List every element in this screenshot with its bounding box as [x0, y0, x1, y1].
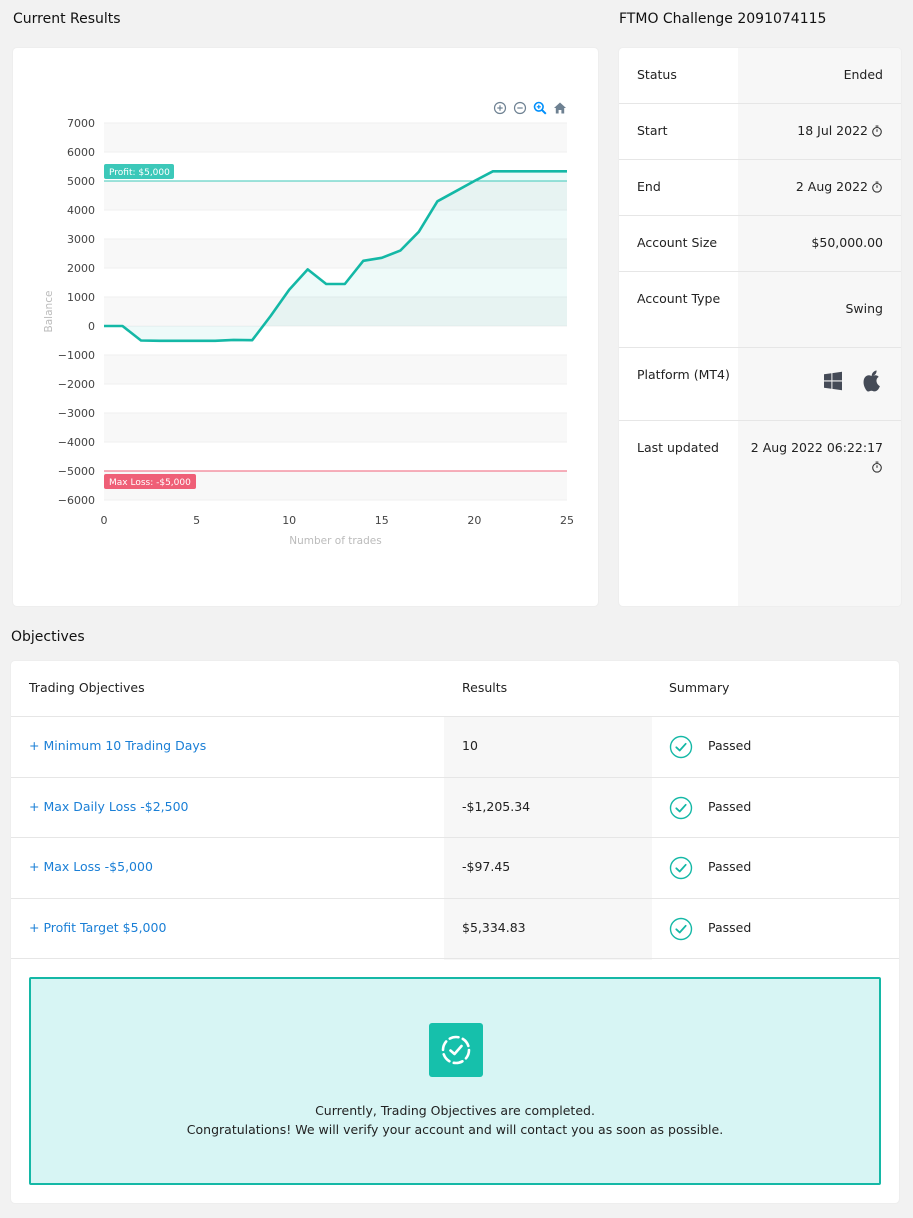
y-tick-label: 0	[88, 320, 95, 333]
y-tick-label: −2000	[58, 378, 95, 391]
grid-band	[104, 355, 567, 384]
success-line-1: Currently, Trading Objectives are comple…	[315, 1103, 595, 1118]
last-updated-value: 2 Aug 2022 06:22:17	[750, 440, 883, 455]
windows-icon[interactable]	[823, 371, 843, 391]
balance-area	[104, 171, 567, 341]
info-row-last-updated: Last updated 2 Aug 2022 06:22:17	[619, 421, 901, 606]
x-tick-label: 0	[101, 514, 108, 527]
objective-row-max-daily-loss: + Max Daily Loss -$2,500 -$1,205.34 Pass…	[11, 777, 899, 838]
objective-link[interactable]: + Minimum 10 Trading Days	[29, 738, 207, 753]
objective-summary: Passed	[708, 859, 752, 874]
info-label: Last updated	[637, 440, 719, 455]
balance-line	[104, 170, 567, 343]
zoom-in-icon[interactable]	[491, 100, 509, 116]
objective-link[interactable]: + Max Daily Loss -$2,500	[29, 799, 189, 814]
start-value: 18 Jul 2022	[797, 123, 868, 138]
objective-result: -$97.45	[462, 859, 511, 874]
header-summary: Summary	[669, 680, 730, 695]
y-tick-label: 5000	[67, 175, 95, 188]
grid-band	[104, 123, 567, 152]
challenge-info-card: Status Ended Start 18 Jul 2022 End 2 Aug…	[619, 48, 901, 606]
chart-toolbar	[491, 100, 569, 116]
y-tick-label: 3000	[67, 233, 95, 246]
objective-summary: Passed	[708, 738, 752, 753]
status-value: Ended	[843, 67, 883, 82]
stopwatch-icon	[872, 181, 882, 193]
objective-link[interactable]: + Max Loss -$5,000	[29, 859, 153, 874]
x-axis-title: Number of trades	[289, 535, 381, 547]
grid-band	[104, 297, 567, 326]
info-label: End	[637, 179, 661, 194]
y-tick-label: −6000	[58, 494, 95, 507]
info-label: Account Type	[637, 291, 721, 306]
check-circle-icon	[669, 796, 693, 820]
check-circle-icon	[669, 735, 693, 759]
grid-band	[104, 181, 567, 210]
current-results-title: Current Results	[13, 11, 121, 27]
info-row-status: Status Ended	[619, 48, 901, 104]
profit-label: Profit: $5,000	[109, 168, 170, 178]
objective-result: -$1,205.34	[462, 799, 531, 814]
objective-row-profit-target: + Profit Target $5,000 $5,334.83 Passed	[11, 898, 899, 959]
y-tick-label: 2000	[67, 262, 95, 275]
objective-result: 10	[462, 738, 478, 753]
x-tick-label: 15	[375, 514, 389, 527]
account-type-value: Swing	[845, 301, 884, 316]
info-row-account-type: Account Type Swing	[619, 272, 901, 348]
success-message-box: Currently, Trading Objectives are comple…	[29, 977, 881, 1185]
info-label: Start	[637, 123, 668, 138]
x-tick-label: 5	[193, 514, 200, 527]
apple-icon[interactable]	[863, 370, 883, 392]
stopwatch-icon	[872, 461, 882, 473]
info-label: Account Size	[637, 235, 718, 250]
max-loss-label: Max Loss: -$5,000	[109, 478, 191, 488]
y-axis-title: Balance	[43, 291, 55, 333]
header-results: Results	[462, 680, 508, 695]
info-row-end: End 2 Aug 2022	[619, 160, 901, 216]
info-label: Platform (MT4)	[637, 367, 730, 382]
check-circle-icon	[669, 856, 693, 880]
account-size-value: $50,000.00	[811, 235, 883, 250]
end-value: 2 Aug 2022	[795, 179, 868, 194]
y-tick-label: 7000	[67, 117, 95, 130]
objectives-card: Trading Objectives Results Summary + Min…	[11, 661, 899, 1203]
objective-link[interactable]: + Profit Target $5,000	[29, 920, 167, 935]
x-tick-label: 20	[467, 514, 481, 527]
info-row-account-size: Account Size $50,000.00	[619, 216, 901, 272]
success-line-2: Congratulations! We will verify your acc…	[186, 1122, 724, 1137]
home-icon[interactable]	[551, 100, 569, 116]
objectives-title: Objectives	[11, 629, 85, 645]
zoom-out-icon[interactable]	[511, 100, 529, 116]
grid-band	[104, 413, 567, 442]
y-tick-label: −5000	[58, 465, 95, 478]
x-tick-label: 25	[560, 514, 574, 527]
y-tick-label: 4000	[67, 204, 95, 217]
header-trading-objectives: Trading Objectives	[29, 680, 145, 695]
verified-check-icon	[441, 1035, 471, 1065]
y-tick-label: −3000	[58, 407, 95, 420]
challenge-title: FTMO Challenge 2091074115	[619, 11, 827, 27]
y-tick-label: 6000	[67, 146, 95, 159]
zoom-icon[interactable]	[531, 100, 549, 116]
profit-label-bg	[104, 164, 174, 179]
objective-result: $5,334.83	[462, 920, 526, 935]
stopwatch-icon	[872, 125, 882, 137]
info-label: Status	[637, 67, 677, 82]
grid-band	[104, 239, 567, 268]
y-tick-label: −4000	[58, 436, 95, 449]
y-tick-label: −1000	[58, 349, 95, 362]
max-loss-label-bg	[104, 474, 196, 489]
objective-summary: Passed	[708, 799, 752, 814]
objective-row-min-trading-days: + Minimum 10 Trading Days 10 Passed	[11, 716, 899, 777]
objective-row-max-loss: + Max Loss -$5,000 -$97.45 Passed	[11, 837, 899, 898]
x-tick-label: 10	[282, 514, 296, 527]
info-row-platform: Platform (MT4)	[619, 348, 901, 421]
info-row-start: Start 18 Jul 2022	[619, 104, 901, 160]
check-circle-icon	[669, 917, 693, 941]
objective-summary: Passed	[708, 920, 752, 935]
balance-chart-card: 7000 6000 5000 4000 3000 2000 1000 0 −1000 −2000 −…	[13, 48, 598, 606]
balance-chart: 7000 6000 5000 4000 3000 2000 1000 0 −1000 −2000 −…	[43, 117, 574, 547]
y-tick-label: 1000	[67, 291, 95, 304]
success-badge	[429, 1023, 483, 1077]
